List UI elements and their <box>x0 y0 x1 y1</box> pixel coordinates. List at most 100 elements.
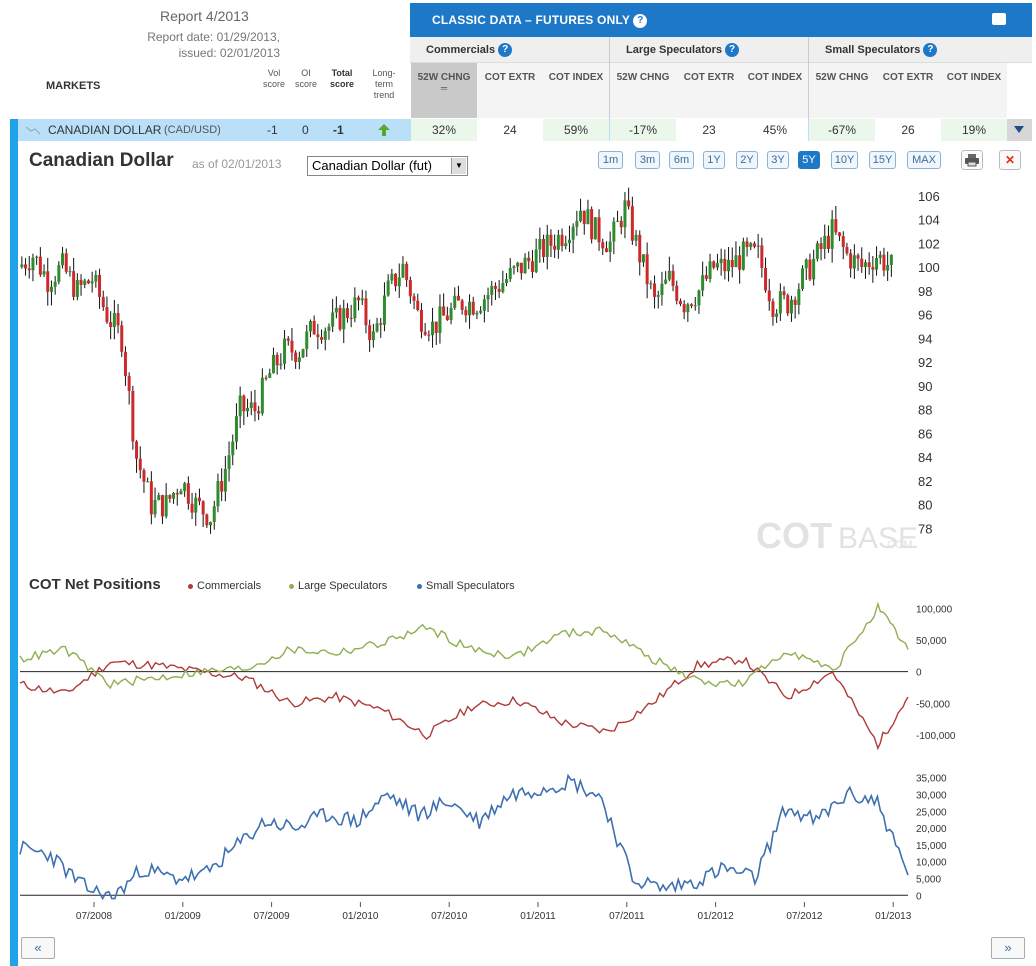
candle-body <box>471 301 475 315</box>
candle-body <box>201 501 205 515</box>
report-header: Report 4/2013 Report date: 01/29/2013, i… <box>0 0 410 118</box>
range-max[interactable]: MAX <box>907 151 941 169</box>
candle-body <box>590 209 594 240</box>
col-comm-extr[interactable]: COT EXTR <box>477 63 543 118</box>
x-tick-label: 07/2008 <box>76 911 113 922</box>
candle-body <box>135 441 139 459</box>
market-select-value: Canadian Dollar (fut) <box>312 158 432 173</box>
candle-body <box>708 261 712 279</box>
candle-body <box>738 255 742 270</box>
group-commercials: Commercials <box>426 43 496 56</box>
oi-score-header: OI score <box>294 68 317 89</box>
price-y-tick: 96 <box>918 308 932 323</box>
candle-body <box>649 283 653 285</box>
printer-icon <box>965 154 979 167</box>
large-dot-icon <box>289 583 294 589</box>
help-icon[interactable]: ? <box>923 43 938 57</box>
candle-body <box>316 334 320 338</box>
small-y-tick: 0 <box>916 891 922 902</box>
range-1m[interactable]: 1m <box>598 151 623 169</box>
candle-body <box>723 258 727 272</box>
candle-body <box>360 298 364 301</box>
candle-body <box>112 313 116 328</box>
x-tick-label: 01/2012 <box>698 911 735 922</box>
legend-small-speculators[interactable]: Small Speculators <box>417 580 515 592</box>
col-small-index[interactable]: COT INDEX <box>941 63 1007 118</box>
range-1y[interactable]: 1Y <box>703 151 725 169</box>
market-row[interactable]: CANADIAN DOLLAR (CAD/USD) -1 0 -1 32% 24… <box>18 119 1032 141</box>
candle-body <box>845 247 849 254</box>
candle-body <box>678 300 682 305</box>
range-15y[interactable]: 15Y <box>869 151 896 169</box>
candle-body <box>175 492 179 495</box>
close-icon: ✕ <box>1004 153 1016 167</box>
candle-body <box>715 263 719 268</box>
range-2y[interactable]: 2Y <box>736 151 758 169</box>
market-select[interactable]: Canadian Dollar (fut) ▼ <box>307 156 468 176</box>
candle-body <box>353 297 357 319</box>
col-large-index[interactable]: COT INDEX <box>742 63 808 118</box>
candle-body <box>334 307 338 313</box>
col-large-52w[interactable]: 52W CHNG <box>610 63 676 118</box>
candle-body <box>301 349 305 358</box>
comm-extr-value: 24 <box>477 119 543 141</box>
candle-body <box>253 402 257 412</box>
candle-body <box>442 306 446 316</box>
help-icon[interactable]: ? <box>633 13 648 28</box>
col-comm-index[interactable]: COT INDEX <box>543 63 609 118</box>
candle-body <box>686 304 690 313</box>
prev-button[interactable]: « <box>21 937 55 959</box>
small-extr-value: 26 <box>875 119 941 141</box>
candle-body <box>283 338 287 364</box>
candle-body <box>479 310 483 313</box>
candle-body <box>627 200 631 207</box>
net-y-tick: -100,000 <box>916 731 956 742</box>
range-3m[interactable]: 3m <box>635 151 660 169</box>
candle-body <box>412 296 416 301</box>
net-y-tick: -50,000 <box>916 699 950 710</box>
help-icon[interactable]: ? <box>498 43 513 57</box>
candle-body <box>231 441 235 456</box>
markets-header: MARKETS <box>46 80 101 92</box>
next-button[interactable]: » <box>991 937 1025 959</box>
candle-body <box>357 297 361 301</box>
col-small-extr[interactable]: COT EXTR <box>875 63 941 118</box>
candle-body <box>98 274 102 297</box>
candle-body <box>619 220 623 228</box>
candle-body <box>801 268 805 289</box>
candle-body <box>294 352 298 363</box>
range-3y[interactable]: 3Y <box>767 151 789 169</box>
candle-body <box>53 281 57 287</box>
range-6m[interactable]: 6m <box>669 151 694 169</box>
range-5y[interactable]: 5Y <box>798 151 820 169</box>
candle-body <box>734 255 738 268</box>
candle-body <box>597 217 601 243</box>
candle-body <box>656 295 660 297</box>
candle-body <box>331 312 335 327</box>
close-chart-button[interactable]: ✕ <box>999 150 1021 170</box>
col-small-52w[interactable]: 52W CHNG <box>809 63 875 118</box>
candle-body <box>616 220 620 222</box>
help-icon[interactable]: ? <box>725 43 740 57</box>
candle-body <box>505 279 509 284</box>
row-dropdown[interactable] <box>1007 119 1032 141</box>
print-icon[interactable] <box>992 13 1006 25</box>
group-small-speculators: Small Speculators <box>825 43 921 56</box>
candle-body <box>638 234 642 263</box>
legend-commercials[interactable]: Commercials <box>188 580 261 592</box>
candle-body <box>153 499 157 515</box>
candle-body <box>257 411 261 414</box>
candle-body <box>327 326 331 331</box>
legend-large-speculators[interactable]: Large Speculators <box>289 580 387 592</box>
price-y-tick: 90 <box>918 379 932 394</box>
range-10y[interactable]: 10Y <box>831 151 858 169</box>
x-tick-label: 07/2011 <box>609 911 645 922</box>
candle-body <box>782 291 786 296</box>
candle-body <box>320 337 324 340</box>
candle-body <box>172 492 176 499</box>
watermark-base: BASE <box>838 522 918 555</box>
candle-body <box>445 315 449 320</box>
print-chart-button[interactable] <box>961 150 983 170</box>
col-large-extr[interactable]: COT EXTR <box>676 63 742 118</box>
col-comm-52w[interactable]: 52W CHNG ═ <box>411 63 477 118</box>
